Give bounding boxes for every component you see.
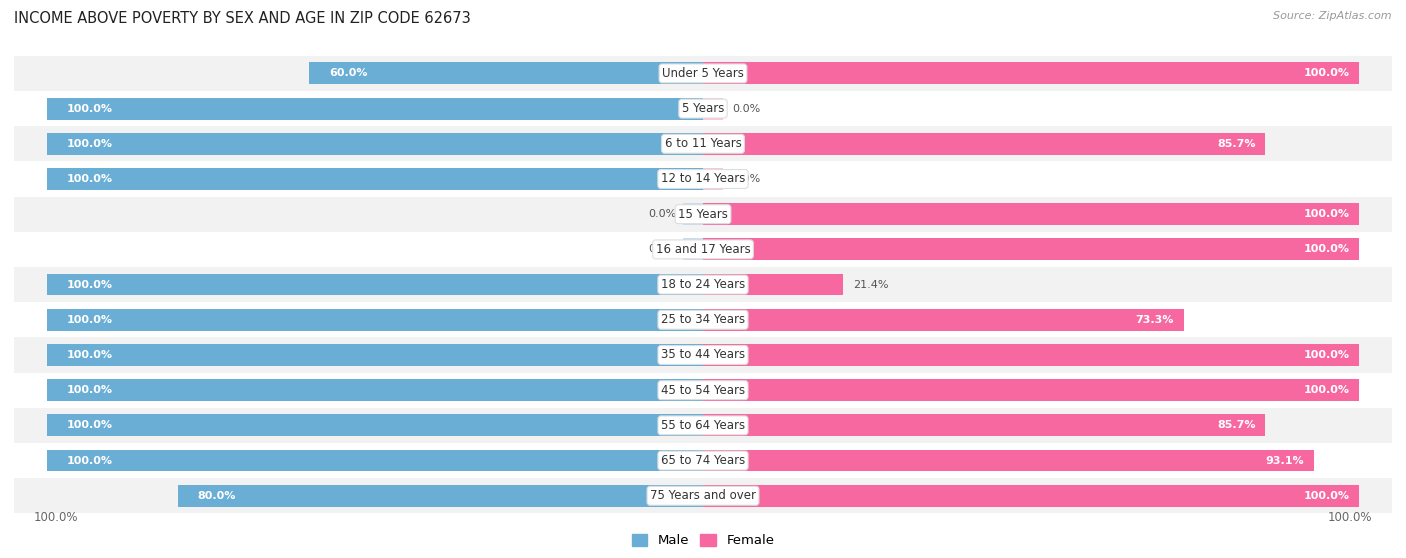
- Text: Source: ZipAtlas.com: Source: ZipAtlas.com: [1274, 11, 1392, 21]
- Bar: [14, 408, 1392, 443]
- Text: 0.0%: 0.0%: [733, 174, 761, 184]
- Bar: [703, 309, 1184, 331]
- Bar: [14, 302, 1392, 338]
- Text: 100.0%: 100.0%: [66, 350, 112, 360]
- Bar: [703, 62, 1360, 84]
- Bar: [46, 450, 703, 472]
- Bar: [14, 338, 1392, 373]
- Bar: [14, 91, 1392, 126]
- Bar: [703, 203, 1360, 225]
- Text: 100.0%: 100.0%: [1303, 350, 1350, 360]
- Text: 80.0%: 80.0%: [198, 491, 236, 501]
- Legend: Male, Female: Male, Female: [626, 528, 780, 552]
- Text: 12 to 14 Years: 12 to 14 Years: [661, 172, 745, 185]
- Text: 85.7%: 85.7%: [1218, 420, 1256, 430]
- Text: 75 Years and over: 75 Years and over: [650, 489, 756, 502]
- Text: 25 to 34 Years: 25 to 34 Years: [661, 313, 745, 326]
- Text: 100.0%: 100.0%: [1303, 209, 1350, 219]
- Text: 100.0%: 100.0%: [34, 511, 79, 524]
- Bar: [703, 344, 1360, 366]
- Text: 0.0%: 0.0%: [733, 104, 761, 114]
- Text: 100.0%: 100.0%: [66, 385, 112, 395]
- Bar: [703, 450, 1313, 472]
- Text: Under 5 Years: Under 5 Years: [662, 67, 744, 80]
- Text: 60.0%: 60.0%: [329, 69, 367, 78]
- Text: 100.0%: 100.0%: [1303, 244, 1350, 254]
- Bar: [46, 309, 703, 331]
- Bar: [703, 133, 1265, 155]
- Text: 100.0%: 100.0%: [1327, 511, 1372, 524]
- Text: 93.1%: 93.1%: [1265, 455, 1303, 465]
- Text: 35 to 44 Years: 35 to 44 Years: [661, 349, 745, 362]
- Text: 100.0%: 100.0%: [66, 139, 112, 149]
- Text: 55 to 64 Years: 55 to 64 Years: [661, 419, 745, 432]
- Bar: [309, 62, 703, 84]
- Bar: [683, 238, 703, 260]
- Bar: [14, 56, 1392, 91]
- Text: 0.0%: 0.0%: [648, 209, 676, 219]
- Bar: [46, 273, 703, 296]
- Bar: [703, 168, 723, 190]
- Bar: [703, 238, 1360, 260]
- Text: 100.0%: 100.0%: [66, 455, 112, 465]
- Bar: [46, 415, 703, 436]
- Text: 85.7%: 85.7%: [1218, 139, 1256, 149]
- Bar: [46, 344, 703, 366]
- Bar: [683, 203, 703, 225]
- Bar: [46, 133, 703, 155]
- Text: 45 to 54 Years: 45 to 54 Years: [661, 384, 745, 397]
- Text: 6 to 11 Years: 6 to 11 Years: [665, 137, 741, 150]
- Bar: [14, 161, 1392, 196]
- Bar: [703, 273, 844, 296]
- Bar: [703, 98, 723, 119]
- Bar: [179, 485, 703, 507]
- Text: 100.0%: 100.0%: [1303, 385, 1350, 395]
- Text: 73.3%: 73.3%: [1136, 315, 1174, 325]
- Text: 100.0%: 100.0%: [66, 420, 112, 430]
- Bar: [14, 232, 1392, 267]
- Text: 100.0%: 100.0%: [66, 315, 112, 325]
- Text: 16 and 17 Years: 16 and 17 Years: [655, 243, 751, 256]
- Text: 65 to 74 Years: 65 to 74 Years: [661, 454, 745, 467]
- Bar: [703, 379, 1360, 401]
- Bar: [46, 168, 703, 190]
- Bar: [703, 485, 1360, 507]
- Bar: [14, 478, 1392, 513]
- Bar: [14, 196, 1392, 232]
- Bar: [703, 415, 1265, 436]
- Bar: [46, 379, 703, 401]
- Text: 5 Years: 5 Years: [682, 102, 724, 115]
- Text: 15 Years: 15 Years: [678, 208, 728, 220]
- Bar: [14, 443, 1392, 478]
- Bar: [14, 126, 1392, 161]
- Text: 100.0%: 100.0%: [66, 174, 112, 184]
- Text: 100.0%: 100.0%: [66, 280, 112, 290]
- Text: INCOME ABOVE POVERTY BY SEX AND AGE IN ZIP CODE 62673: INCOME ABOVE POVERTY BY SEX AND AGE IN Z…: [14, 11, 471, 26]
- Text: 100.0%: 100.0%: [1303, 69, 1350, 78]
- Text: 100.0%: 100.0%: [66, 104, 112, 114]
- Bar: [46, 98, 703, 119]
- Text: 21.4%: 21.4%: [853, 280, 889, 290]
- Text: 100.0%: 100.0%: [1303, 491, 1350, 501]
- Bar: [14, 267, 1392, 302]
- Bar: [14, 373, 1392, 408]
- Text: 0.0%: 0.0%: [648, 244, 676, 254]
- Text: 18 to 24 Years: 18 to 24 Years: [661, 278, 745, 291]
